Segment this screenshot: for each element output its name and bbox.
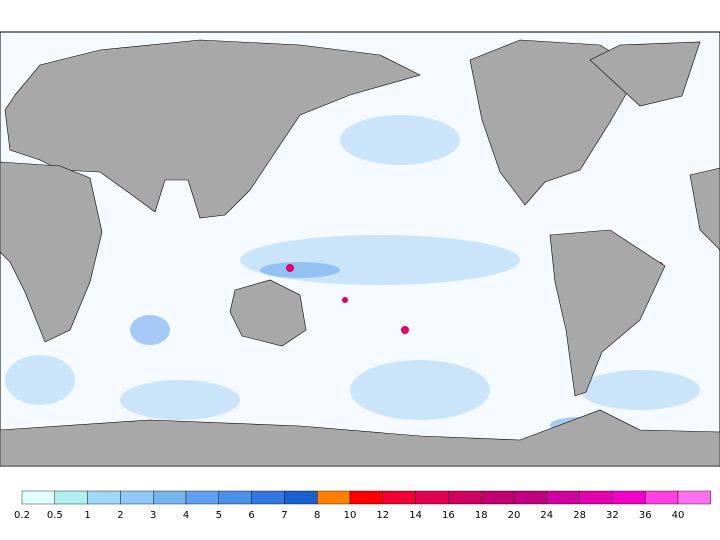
legend-tick-label: 14 [409, 510, 422, 521]
legend-swatch [185, 490, 219, 505]
heavy-rain [401, 326, 409, 334]
north-america [469, 39, 641, 206]
africa-east [689, 167, 720, 251]
legend-swatch [415, 490, 449, 505]
legend-tick-label: 5 [216, 510, 222, 521]
legend-swatch [21, 490, 55, 505]
legend-swatch [513, 490, 547, 505]
legend-swatch [349, 490, 383, 505]
color-legend: 0.2 0.5 1 2 3 4 5 6 7 8 10 12 14 16 18 20 24 28 32 36 40 [14, 490, 711, 521]
precip-field [5, 115, 700, 433]
legend-tick-label: 16 [442, 510, 455, 521]
map [0, 31, 720, 467]
legend-swatch [120, 490, 154, 505]
rain-area [130, 315, 170, 345]
legend-tick-label: 32 [606, 510, 619, 521]
heavy-rain [342, 297, 348, 303]
continents [0, 39, 720, 467]
legend-swatch [152, 490, 187, 505]
legend-tick-label: 40 [672, 510, 685, 521]
africa [0, 161, 103, 343]
legend-swatch [546, 490, 580, 505]
rain-area [260, 262, 340, 278]
legend-swatch [448, 490, 482, 505]
legend-tick-label: 4 [183, 510, 189, 521]
legend-tick-label: 0.2 [14, 510, 30, 521]
rain-area [350, 360, 490, 420]
heavy-rain [286, 264, 294, 272]
legend-tick-label: 12 [376, 510, 389, 521]
south-america [549, 229, 666, 397]
rain-area [580, 370, 700, 410]
rain-area [5, 355, 75, 405]
legend-swatch [579, 490, 613, 505]
rain-area [120, 380, 240, 420]
legend-tick-label: 3 [150, 510, 156, 521]
legend-swatch [317, 490, 351, 505]
legend-swatch [218, 490, 252, 505]
legend-tick-label: 1 [84, 510, 90, 521]
antarctica [0, 409, 720, 467]
legend-tick-label: 24 [540, 510, 553, 521]
legend-tick-label: 2 [117, 510, 123, 521]
legend-tick-label: 20 [508, 510, 521, 521]
legend-swatch [677, 490, 711, 505]
legend-tick-label: 36 [639, 510, 652, 521]
australia [229, 279, 307, 347]
legend-tick-label: 28 [573, 510, 586, 521]
legend-swatch [251, 490, 285, 505]
legend-swatch [645, 490, 679, 505]
legend-tick-label: 10 [344, 510, 357, 521]
legend-tick-label: 6 [248, 510, 254, 521]
greenland [589, 41, 701, 107]
legend-swatch [54, 490, 88, 505]
legend-swatch [481, 490, 515, 505]
legend-tick-label: 0.5 [47, 510, 63, 521]
legend-tick-label: 8 [314, 510, 320, 521]
rain-area [240, 235, 520, 285]
legend-tick-label: 18 [475, 510, 488, 521]
legend-swatch [284, 490, 318, 505]
legend-swatch [87, 490, 121, 505]
rain-area [340, 115, 460, 165]
legend-swatch [382, 490, 416, 505]
legend-swatch [612, 490, 646, 505]
legend-tick-label: 7 [281, 510, 287, 521]
